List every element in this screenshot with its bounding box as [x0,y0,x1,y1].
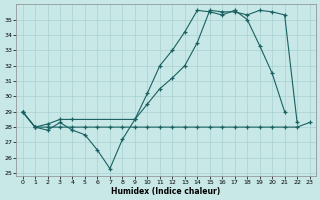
X-axis label: Humidex (Indice chaleur): Humidex (Indice chaleur) [111,187,221,196]
